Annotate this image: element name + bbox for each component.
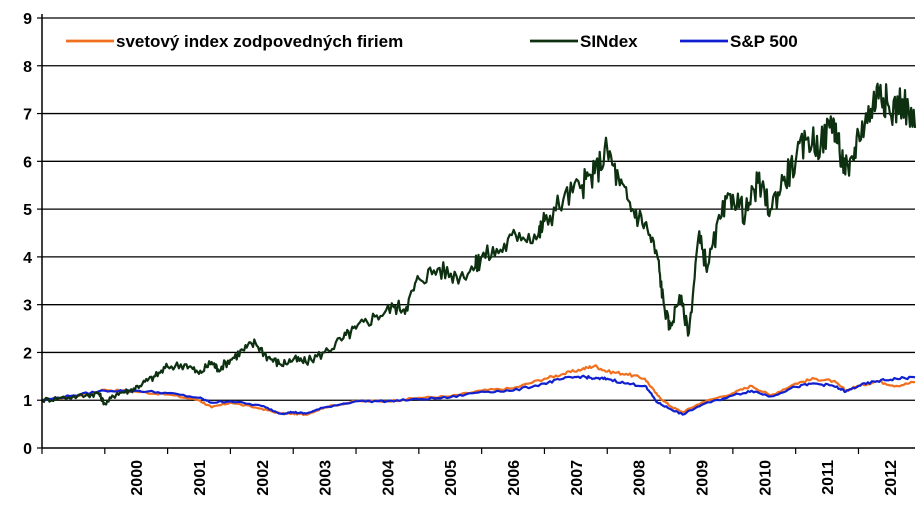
y-tick-label: 3 (23, 298, 32, 315)
x-tick-label: 2009 (694, 460, 711, 496)
x-tick-label: 2006 (506, 460, 523, 496)
x-tick-label: 2011 (820, 460, 837, 495)
y-tick-label: 2 (23, 345, 32, 362)
x-tick-label: 2002 (255, 460, 272, 496)
series-line-0 (41, 364, 915, 417)
series-line-2 (41, 374, 916, 416)
x-tick-label: 2003 (318, 460, 335, 496)
x-tick-label: 2010 (757, 460, 774, 496)
x-tick-label: 2012 (883, 460, 900, 496)
x-tick-label: 2005 (443, 460, 460, 496)
y-tick-label: 6 (23, 154, 32, 171)
x-tick-label: 2004 (380, 460, 397, 496)
gridlines (42, 17, 915, 401)
series-lines (41, 82, 917, 417)
y-tick-label: 0 (23, 441, 32, 458)
axes (37, 14, 915, 454)
legend: svetový index zodpovedných firiem SINdex S… (66, 32, 798, 51)
x-tick-label: 2007 (569, 460, 586, 496)
y-tick-label: 9 (23, 11, 32, 28)
x-tick-label: 2001 (192, 460, 209, 496)
y-axis-tick-labels: 0 1 2 3 4 5 6 7 8 9 (23, 11, 32, 458)
y-tick-label: 5 (23, 202, 32, 219)
x-tick-label: 2008 (632, 460, 649, 496)
y-tick-label: 1 (23, 393, 32, 410)
legend-label-0: svetový index zodpovedných firiem (116, 32, 403, 51)
legend-label-1: SINdex (580, 32, 638, 51)
legend-label-2: S&P 500 (730, 32, 798, 51)
y-tick-label: 7 (23, 107, 32, 124)
x-tick-label: 2000 (129, 460, 146, 496)
y-tick-label: 8 (23, 59, 32, 76)
y-tick-label: 4 (23, 250, 32, 267)
x-axis-tick-labels: 2000 2001 2002 2003 2004 2005 2006 2007 2008 2009… (129, 460, 900, 496)
series-line-1 (41, 82, 917, 406)
